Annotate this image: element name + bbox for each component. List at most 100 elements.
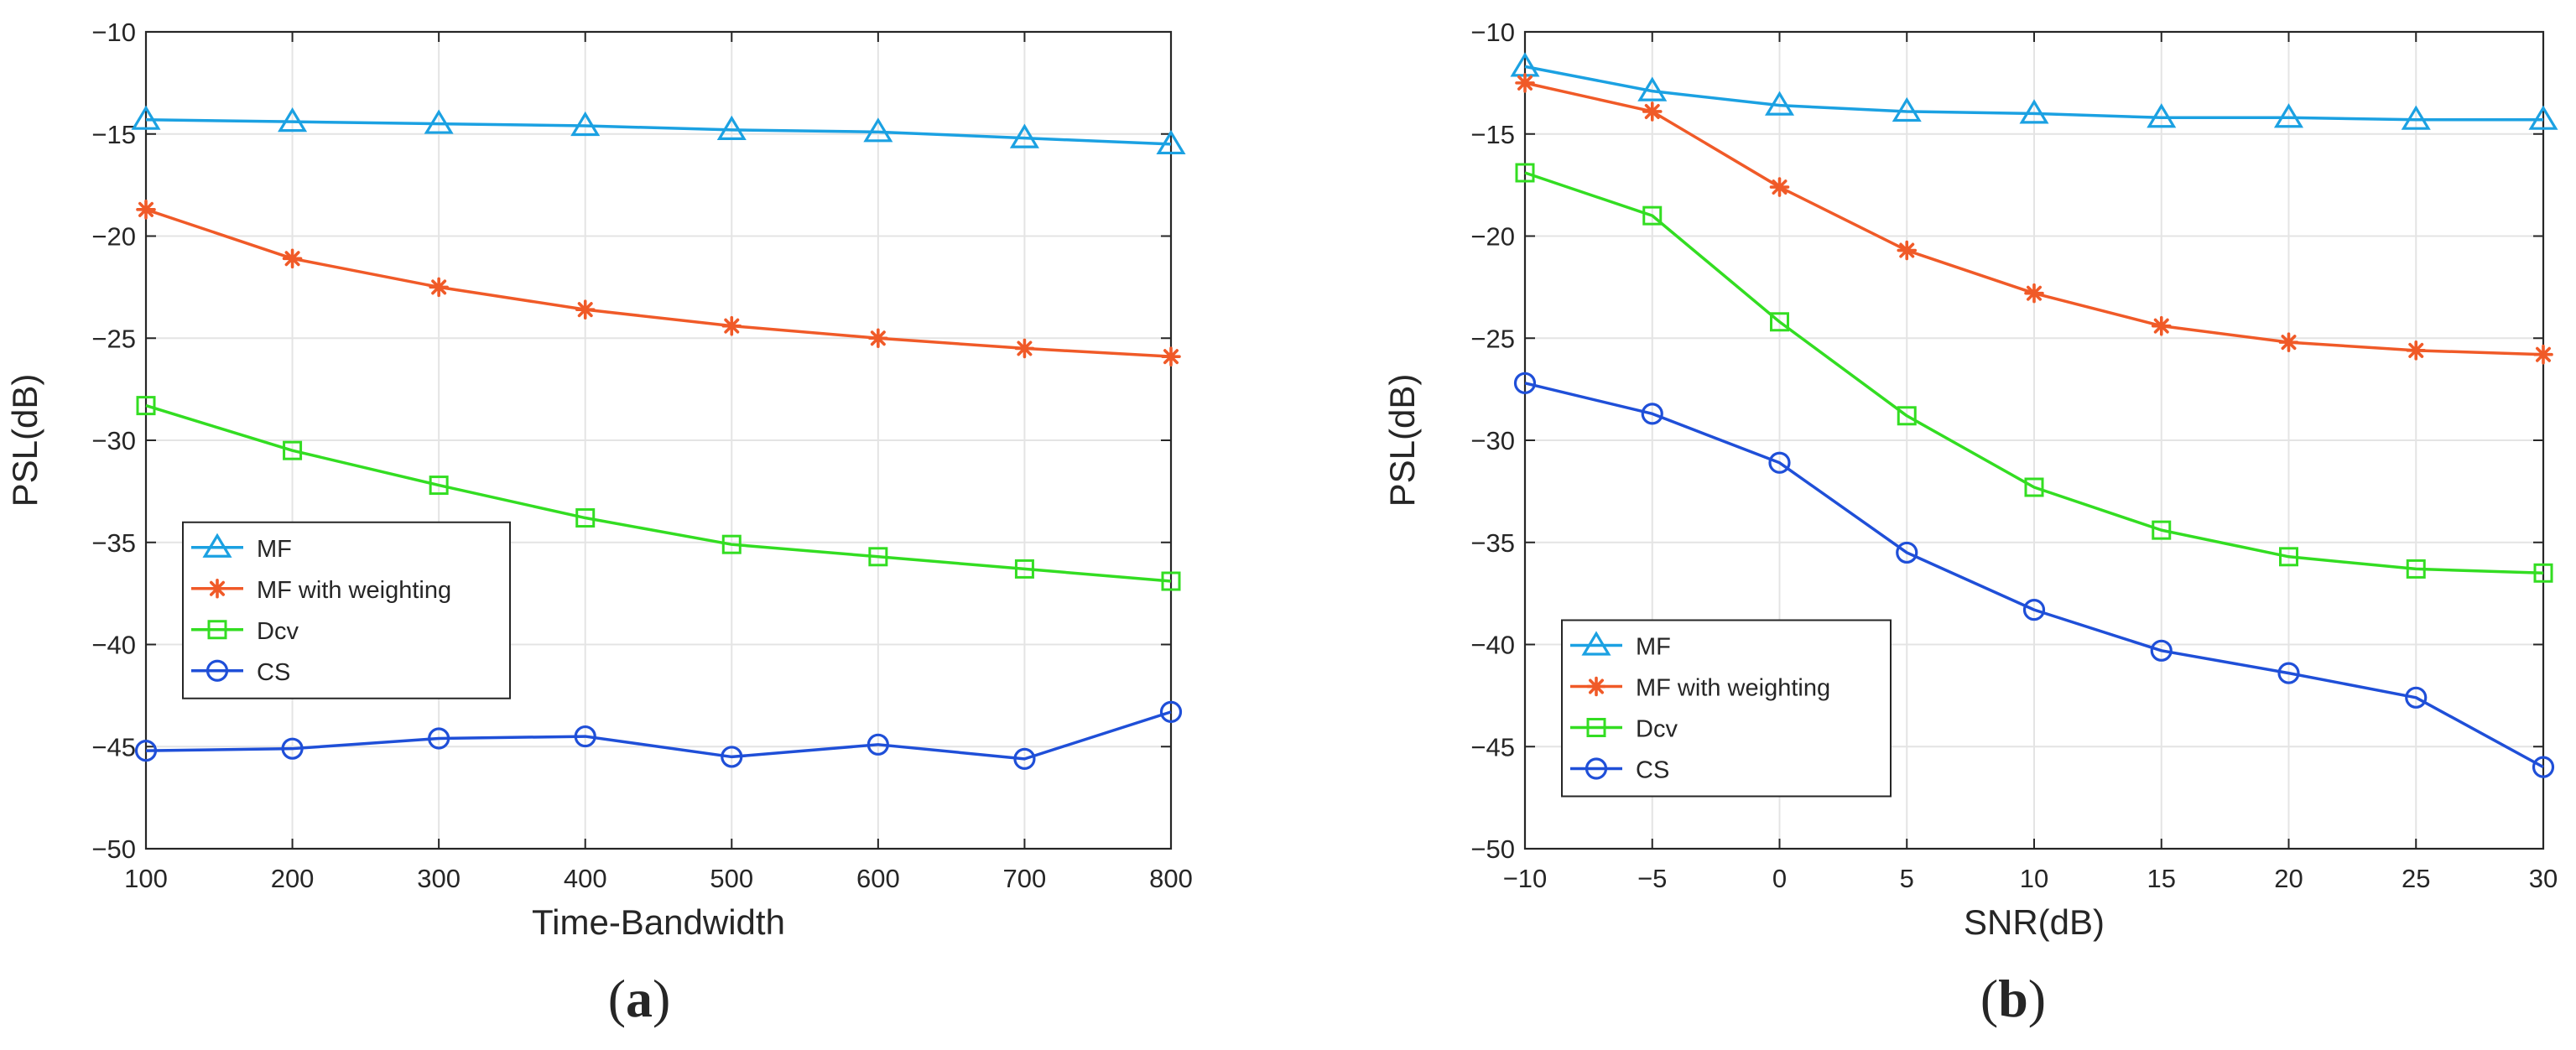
y-tick-label: −10 <box>91 18 136 47</box>
data-point-marker <box>1764 91 1795 116</box>
data-point-marker <box>1515 163 1535 183</box>
series-mf-with-weighting <box>1515 73 2553 365</box>
data-point-marker <box>1892 96 1922 122</box>
data-point-marker <box>2277 662 2300 684</box>
data-point-marker <box>868 328 888 349</box>
y-axis-label: PSL(dB) <box>5 374 44 507</box>
data-point-marker <box>2273 103 2304 128</box>
data-point-marker <box>278 107 308 133</box>
data-point-marker <box>1161 346 1181 366</box>
y-tick-label: −20 <box>91 222 136 252</box>
legend-entry: MF <box>1570 631 1671 661</box>
x-tick-label: 0 <box>1772 864 1787 893</box>
y-tick-label: −25 <box>91 324 136 353</box>
y-axis-label: PSL(dB) <box>1382 374 1422 507</box>
panel-caption: (b) <box>1980 969 2046 1028</box>
data-point-marker <box>1159 700 1183 723</box>
x-tick-label: 20 <box>2274 864 2303 893</box>
data-point-marker <box>1897 406 1917 426</box>
data-point-marker <box>1768 451 1791 474</box>
data-point-marker <box>1770 312 1789 332</box>
legend-marker <box>206 659 229 682</box>
panel-caption: (a) <box>608 969 671 1028</box>
data-point-marker <box>2024 283 2044 304</box>
data-point-marker <box>429 277 449 298</box>
legend-box <box>1561 619 1892 798</box>
chart-panel-a: 100 200 300 400 500 600 700 800−50−45−40−35−30−… <box>5 18 1193 1028</box>
data-point-marker <box>429 476 449 496</box>
data-point-marker <box>2147 103 2177 128</box>
y-tick-label: −35 <box>91 528 136 558</box>
y-tick-label: −10 <box>1470 18 1515 47</box>
y-tick-label: −40 <box>1470 631 1515 660</box>
data-point-marker <box>2019 99 2049 124</box>
data-point-marker <box>2022 599 2046 621</box>
data-point-marker <box>2532 756 2555 778</box>
legend-label: MF with weighting <box>1636 675 1830 702</box>
series-line <box>145 208 1172 358</box>
series-line <box>1524 65 2543 122</box>
x-tick-label: 200 <box>271 864 315 893</box>
legend-box <box>182 521 511 699</box>
data-point-marker <box>863 117 893 143</box>
x-axis-ticks: −10 −5 0 5 10 15 20 25 30 <box>1503 32 2558 893</box>
legend-entry: MF with weighting <box>191 577 451 604</box>
legend-entry: CS <box>1570 757 1669 784</box>
x-tick-label: 5 <box>1900 864 1914 893</box>
legend-entry: MF <box>191 533 292 563</box>
data-point-marker <box>2024 477 2044 497</box>
legend-label: MF <box>1636 634 1671 661</box>
legend-label: CS <box>1636 757 1669 784</box>
x-tick-label: 500 <box>710 864 753 893</box>
y-tick-label: −30 <box>1470 426 1515 455</box>
legend-marker <box>207 578 227 599</box>
data-point-marker <box>281 737 304 760</box>
series-line <box>145 403 1172 583</box>
series-line <box>1524 171 2544 575</box>
y-axis-ticks: −50 −45 −40 −35 −30 −25 −20 −15 −10 <box>1470 18 2543 864</box>
data-point-marker <box>716 115 747 140</box>
legend-label: CS <box>257 659 290 686</box>
data-point-marker <box>575 299 596 320</box>
data-point-marker <box>2528 105 2558 130</box>
y-tick-label: −15 <box>91 120 136 149</box>
legend-marker <box>207 620 227 640</box>
x-axis-ticks: 100 200 300 400 500 600 700 800 <box>124 32 1193 893</box>
data-point-marker <box>2150 639 2173 662</box>
x-tick-label: 800 <box>1149 864 1193 893</box>
data-point-marker <box>131 105 161 130</box>
y-tick-label: −50 <box>1470 834 1515 864</box>
series-line <box>1524 382 2544 769</box>
legend-marker <box>1585 757 1608 780</box>
x-axis-label: Time-Bandwidth <box>532 902 785 942</box>
series-line <box>145 710 1172 761</box>
data-point-marker <box>134 740 158 762</box>
data-point-marker <box>868 547 888 567</box>
data-point-marker <box>1642 101 1663 122</box>
data-point-marker <box>721 315 742 336</box>
x-tick-label: 30 <box>2529 864 2558 893</box>
series-cs <box>1513 372 2555 778</box>
data-point-marker <box>1161 571 1181 591</box>
data-point-marker <box>1897 240 1918 261</box>
series-cs <box>134 700 1183 770</box>
data-point-marker <box>1009 123 1039 148</box>
data-point-marker <box>1014 559 1034 579</box>
legend-label: MF <box>257 536 292 563</box>
data-point-marker <box>866 733 889 756</box>
data-point-marker <box>1156 129 1186 155</box>
y-tick-label: −40 <box>91 631 136 660</box>
data-point-marker <box>574 725 596 748</box>
y-tick-label: −35 <box>1470 528 1515 558</box>
legend-entry: CS <box>191 659 290 686</box>
data-point-marker <box>1637 76 1668 101</box>
chart-panel-b: −10 −5 0 5 10 15 20 25 30−50−45−40−35−30−25−20−1… <box>1382 18 2558 1028</box>
data-point-marker <box>2405 686 2428 709</box>
x-tick-label: 700 <box>1003 864 1047 893</box>
data-point-marker <box>1769 177 1790 197</box>
y-tick-label: −30 <box>91 426 136 455</box>
x-tick-label: 10 <box>2020 864 2048 893</box>
x-tick-label: 15 <box>2147 864 2176 893</box>
legend-entry: Dcv <box>191 618 299 645</box>
y-axis-ticks: −50 −45 −40 −35 −30 −25 −20 −15 −10 <box>91 18 1171 864</box>
